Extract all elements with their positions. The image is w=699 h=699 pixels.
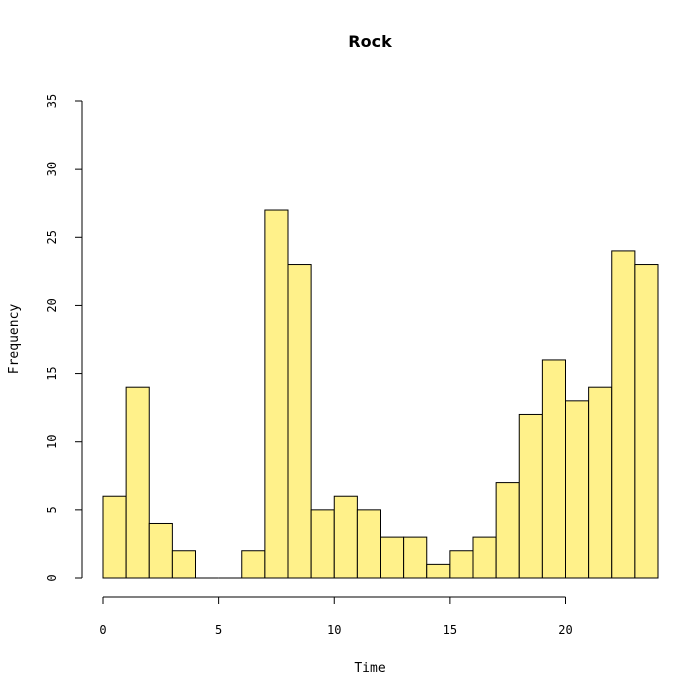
histogram-bar bbox=[148, 522, 173, 579]
y-tick-label: 30 bbox=[45, 162, 59, 176]
x-axis-label: Time bbox=[354, 661, 385, 676]
histogram-bar bbox=[541, 359, 566, 579]
histogram-bar bbox=[287, 264, 312, 579]
y-tick-label: 0 bbox=[45, 574, 59, 581]
y-tick-label: 5 bbox=[45, 506, 59, 513]
histogram-bar bbox=[449, 550, 474, 579]
histogram-bar bbox=[102, 495, 127, 579]
x-tick-label: 15 bbox=[443, 623, 457, 637]
histogram-bar bbox=[403, 536, 428, 579]
histogram-bar bbox=[634, 264, 659, 579]
y-tick-label: 10 bbox=[45, 434, 59, 448]
x-tick-label: 5 bbox=[215, 623, 222, 637]
histogram-bar bbox=[380, 536, 405, 579]
histogram-bar bbox=[264, 209, 289, 579]
x-tick-label: 20 bbox=[558, 623, 572, 637]
histogram-bar bbox=[310, 509, 335, 579]
y-tick-label: 35 bbox=[45, 94, 59, 108]
x-tick-label: 0 bbox=[99, 623, 106, 637]
histogram-bar bbox=[588, 386, 613, 579]
y-tick-label: 20 bbox=[45, 298, 59, 312]
histogram-bar bbox=[333, 495, 358, 579]
histogram-bar bbox=[565, 400, 590, 579]
x-tick-label: 10 bbox=[327, 623, 341, 637]
histogram-bar bbox=[241, 550, 266, 579]
histogram-bar bbox=[472, 536, 497, 579]
histogram-bar bbox=[611, 250, 636, 579]
histogram-bar bbox=[495, 482, 520, 579]
chart-title: Rock bbox=[348, 32, 392, 51]
y-axis: 0 5 10 15 20 25 30 35 bbox=[45, 94, 83, 582]
histogram-bar bbox=[171, 550, 196, 579]
histogram-bar bbox=[426, 563, 451, 579]
y-tick-label: 15 bbox=[45, 366, 59, 380]
y-tick-label: 25 bbox=[45, 230, 59, 244]
histogram-bar bbox=[518, 413, 543, 579]
bars-group bbox=[102, 209, 659, 579]
histogram-bar bbox=[125, 386, 150, 579]
y-axis-label: Frequency bbox=[7, 304, 22, 375]
x-axis: 0 5 10 15 20 bbox=[99, 596, 573, 637]
histogram-bar bbox=[356, 509, 381, 579]
